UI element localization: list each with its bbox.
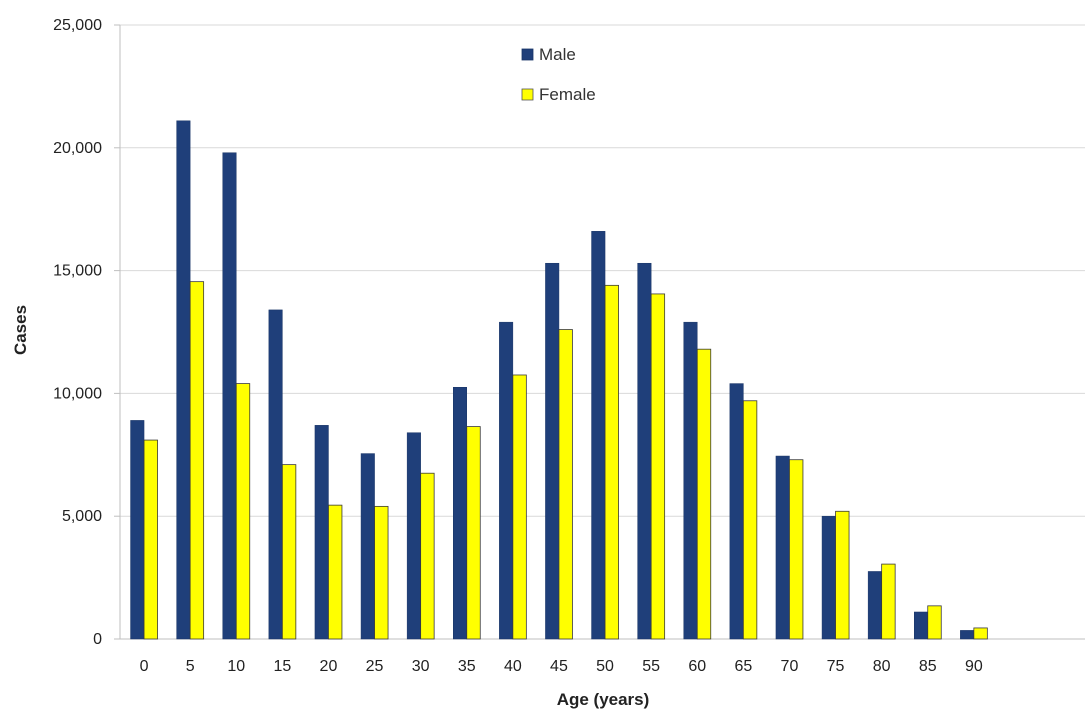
- bar-female-age-30: [420, 472, 435, 640]
- bar-male-age-35: [453, 387, 467, 640]
- legend-swatch-male: [521, 48, 534, 61]
- legend: Male Female: [521, 45, 596, 104]
- bar-male-age-80: [867, 571, 882, 640]
- bar-female-age-90: [973, 627, 988, 640]
- bar-male-age-85: [914, 611, 928, 640]
- bar-female-age-15: [281, 464, 297, 640]
- legend-label-male: Male: [539, 45, 576, 64]
- bar-male-age-0: [130, 420, 145, 640]
- y-tick-labels: 0 5,000 10,000 15,000 20,000 25,000: [53, 17, 102, 648]
- x-tick-labels: 0 5 10 15 20 25 30 35 40 45 50 55 60 65 70 75 80 85 90: [140, 658, 983, 675]
- x-tick-label: 65: [734, 658, 752, 675]
- y-tick-label: 10,000: [53, 385, 102, 402]
- bar-female-age-35: [466, 426, 481, 640]
- x-tick-label: 70: [781, 658, 799, 675]
- bar-female-age-10: [235, 383, 251, 640]
- x-tick-label: 55: [642, 658, 660, 675]
- bar-male-age-25: [360, 453, 375, 640]
- x-tick-label: 85: [919, 658, 937, 675]
- legend-swatch-female: [521, 88, 534, 101]
- x-tick-label: 0: [140, 658, 149, 675]
- x-tick-label: 35: [458, 658, 476, 675]
- bar-male-age-75: [821, 515, 836, 640]
- bar-male-age-40: [499, 321, 514, 640]
- bar-male-age-10: [222, 152, 237, 640]
- y-axis-title: Cases: [11, 305, 30, 355]
- bar-female-age-60: [696, 348, 712, 640]
- bar-male-age-90: [960, 630, 975, 640]
- bar-male-age-30: [406, 432, 421, 640]
- x-tick-label: 75: [827, 658, 845, 675]
- x-tick-label: 40: [504, 658, 522, 675]
- x-tick-label: 15: [273, 658, 291, 675]
- x-tick-label: 90: [965, 658, 983, 675]
- bar-female-age-70: [789, 459, 804, 640]
- bar-male-age-55: [637, 262, 652, 640]
- legend-label-female: Female: [539, 85, 596, 104]
- x-tick-label: 25: [366, 658, 384, 675]
- bar-female-age-75: [835, 510, 850, 640]
- bar-female-age-5: [189, 281, 205, 640]
- bar-female-age-65: [742, 400, 758, 640]
- bar-female-age-25: [374, 505, 389, 640]
- y-tick-label: 15,000: [53, 263, 102, 280]
- x-tick-label: 10: [227, 658, 245, 675]
- y-tick-label: 20,000: [53, 140, 102, 157]
- bar-male-age-60: [683, 321, 698, 640]
- bar-female-age-0: [143, 439, 158, 640]
- x-tick-label: 60: [688, 658, 706, 675]
- bar-female-age-80: [881, 563, 896, 640]
- y-tick-label: 25,000: [53, 17, 102, 34]
- bar-male-age-5: [176, 120, 191, 640]
- x-tick-label: 45: [550, 658, 568, 675]
- bars: [130, 120, 988, 640]
- x-tick-label: 20: [320, 658, 338, 675]
- bar-female-age-55: [650, 293, 666, 640]
- y-tick-label: 0: [93, 631, 102, 648]
- x-tick-label: 50: [596, 658, 614, 675]
- x-tick-label: 80: [873, 658, 891, 675]
- bar-male-age-45: [545, 262, 560, 640]
- bar-female-age-20: [328, 504, 343, 640]
- x-axis-title: Age (years): [557, 690, 650, 709]
- x-tick-label: 5: [186, 658, 195, 675]
- bar-male-age-65: [729, 383, 744, 640]
- bar-male-age-15: [268, 309, 283, 640]
- bar-female-age-85: [927, 605, 942, 640]
- bar-female-age-50: [604, 284, 619, 640]
- x-tick-label: 30: [412, 658, 430, 675]
- y-tick-label: 5,000: [62, 508, 102, 525]
- bar-male-age-50: [591, 231, 606, 640]
- bar-female-age-45: [558, 329, 573, 640]
- bar-male-age-20: [314, 425, 329, 640]
- bar-male-age-70: [775, 455, 790, 640]
- bar-female-age-40: [512, 374, 527, 640]
